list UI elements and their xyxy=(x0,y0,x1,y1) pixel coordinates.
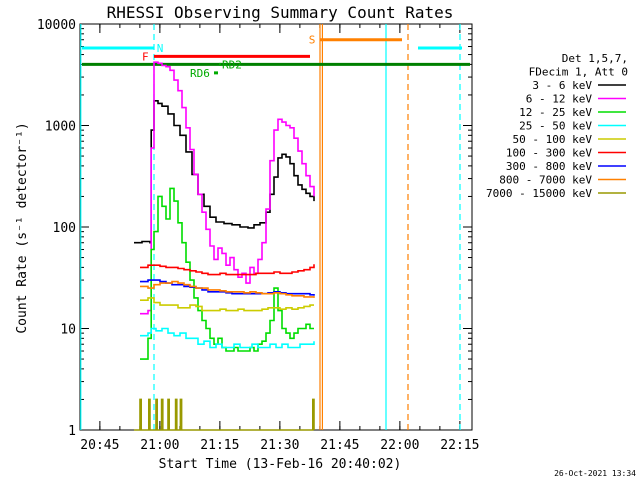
x-tick-label: 22:00 xyxy=(380,438,419,453)
series-line xyxy=(134,100,315,244)
legend-entry-label: 300 - 800 keV xyxy=(506,160,592,173)
annotation-label: RD2 xyxy=(222,58,242,71)
x-tick-label: 22:15 xyxy=(440,438,479,453)
plot-area: 1 10 100 1000 10000 20:45 21:00 21:15 21:30 21:45… xyxy=(37,18,480,453)
legend-header: FDecim 1, Att 0 xyxy=(529,66,628,79)
series-line xyxy=(140,61,315,315)
footer-date: 26-Oct-2021 13:34 xyxy=(554,469,636,478)
y-tick-label: 1000 xyxy=(45,120,76,135)
y-tick-label: 10000 xyxy=(37,18,76,33)
legend-entry-label: 25 - 50 keV xyxy=(519,120,592,133)
legend-entry-label: 100 - 300 keV xyxy=(506,147,592,160)
legend-entry-label: 800 - 7000 keV xyxy=(499,174,592,187)
x-tick-label: 21:15 xyxy=(200,438,239,453)
annotation-label: RD6 xyxy=(190,67,210,80)
series-line xyxy=(134,398,315,431)
y-tick-label: 10 xyxy=(60,323,76,338)
series-line xyxy=(140,280,315,298)
y-tick-label: 100 xyxy=(53,221,76,236)
y-tick-label: 1 xyxy=(68,424,76,439)
legend-entry-label: 6 - 12 keV xyxy=(526,93,593,106)
x-tick-label: 21:00 xyxy=(140,438,179,453)
annotation-label: F xyxy=(142,50,149,63)
plot-frame xyxy=(79,23,473,431)
x-axis-label: Start Time (13-Feb-16 20:40:02) xyxy=(159,457,402,472)
legend-entry-label: 7000 - 15000 keV xyxy=(486,187,592,200)
series-line xyxy=(140,264,315,276)
x-tick-label: 21:45 xyxy=(320,438,359,453)
legend-header: Det 1,5,7, xyxy=(562,52,628,65)
legend-entry-label: 50 - 100 keV xyxy=(513,133,593,146)
annotation-label: S xyxy=(309,34,316,47)
series-line xyxy=(140,327,315,349)
series-line xyxy=(140,297,314,312)
x-tick-label: 20:45 xyxy=(80,438,119,453)
y-axis-label: Count Rate (s⁻¹ detector⁻¹) xyxy=(15,122,30,333)
annotation-label: N xyxy=(157,42,164,55)
chart-title: RHESSI Observing Summary Count Rates xyxy=(107,3,454,22)
legend-entry-label: 12 - 25 keV xyxy=(519,106,592,119)
legend-entry-label: 3 - 6 keV xyxy=(532,79,592,92)
x-tick-label: 21:30 xyxy=(260,438,299,453)
